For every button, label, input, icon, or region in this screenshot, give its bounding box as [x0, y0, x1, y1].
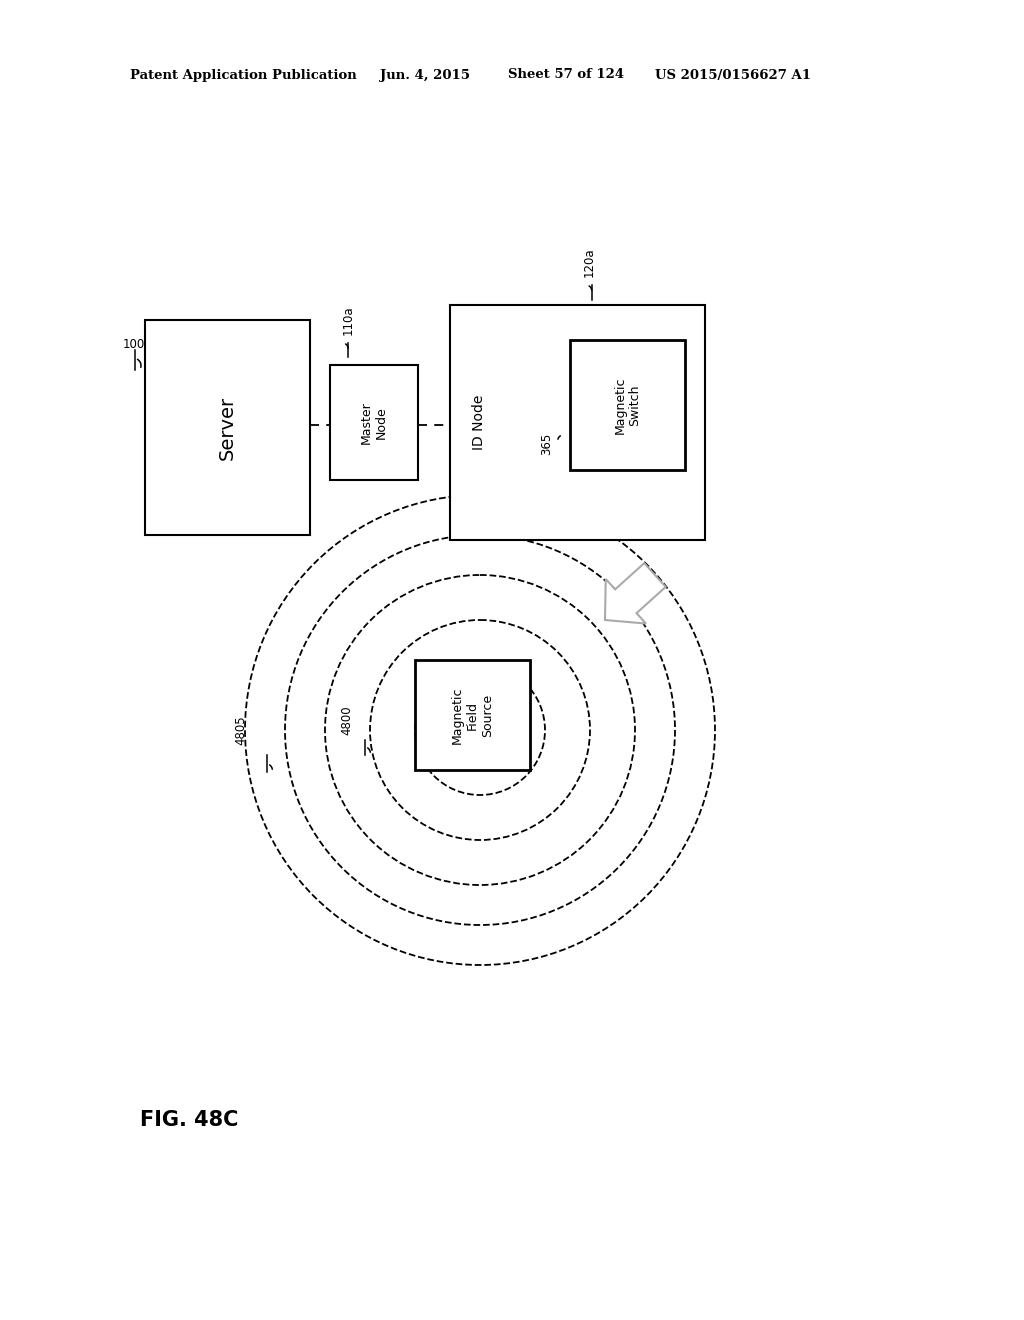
Text: Patent Application Publication: Patent Application Publication [130, 69, 356, 82]
Text: 4805: 4805 [234, 715, 247, 744]
Text: Jun. 4, 2015: Jun. 4, 2015 [380, 69, 470, 82]
Text: Magnetic
Field
Source: Magnetic Field Source [451, 686, 494, 743]
Text: 100: 100 [123, 338, 145, 351]
Bar [570, 341, 685, 470]
Text: Sheet 57 of 124: Sheet 57 of 124 [508, 69, 624, 82]
Text: ID Node: ID Node [472, 395, 486, 450]
Text: 120a: 120a [583, 247, 596, 277]
Text: Magnetic
Switch: Magnetic Switch [613, 376, 641, 434]
Bar [330, 366, 418, 480]
Bar [145, 319, 310, 535]
Bar [450, 305, 705, 540]
Text: 4800: 4800 [340, 705, 353, 735]
Text: FIG. 48C: FIG. 48C [140, 1110, 239, 1130]
Text: Master
Node: Master Node [360, 401, 388, 444]
Text: Server: Server [218, 396, 237, 459]
Polygon shape [605, 564, 666, 623]
Text: 110a: 110a [342, 305, 355, 335]
Text: US 2015/0156627 A1: US 2015/0156627 A1 [655, 69, 811, 82]
Bar [415, 660, 530, 770]
Text: 365: 365 [540, 433, 553, 455]
